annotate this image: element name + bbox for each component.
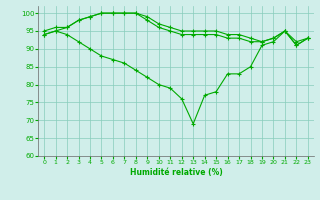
X-axis label: Humidité relative (%): Humidité relative (%) [130,168,222,177]
